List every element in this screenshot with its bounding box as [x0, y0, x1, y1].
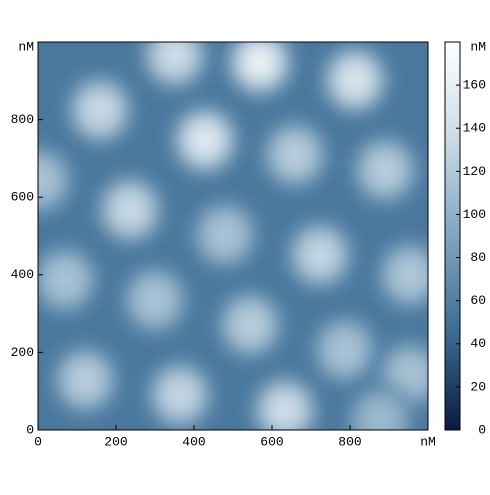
height-peak	[178, 186, 271, 283]
colorbar-tick-label: 80	[470, 250, 486, 265]
height-peak	[364, 227, 428, 324]
colorbar-tick-label: 60	[470, 293, 486, 308]
height-peak	[54, 61, 147, 158]
height-peak	[204, 276, 297, 373]
colorbar-tick-label: 140	[463, 121, 486, 136]
height-peak	[84, 162, 177, 259]
height-peak	[128, 42, 221, 104]
y-tick-label: nM	[18, 39, 34, 54]
height-peak	[38, 231, 111, 328]
image-area	[38, 42, 428, 430]
height-peak	[309, 42, 402, 129]
height-peak	[339, 122, 428, 219]
colorbar-tick-label: 100	[463, 207, 486, 222]
x-tick-label: 800	[338, 434, 361, 449]
height-peak	[39, 331, 132, 428]
height-peak	[158, 92, 251, 189]
x-tick-label: 600	[260, 434, 283, 449]
y-tick-label: 200	[11, 345, 34, 360]
height-peak	[38, 132, 86, 229]
colorbar-tick-label: 120	[463, 164, 486, 179]
y-tick-label: 800	[11, 112, 34, 127]
plot-frame	[37, 41, 429, 431]
x-tick-label: 400	[182, 434, 205, 449]
x-tick-label: 0	[34, 434, 42, 449]
height-peak	[133, 347, 226, 430]
x-tick-label: nM	[420, 434, 436, 449]
height-peak	[249, 106, 342, 203]
x-tick-label: 200	[104, 434, 127, 449]
height-peak	[109, 252, 201, 349]
height-peak	[213, 42, 306, 111]
y-tick-label: 400	[11, 267, 34, 282]
height-peak	[238, 362, 331, 430]
colorbar-tick-label: 20	[470, 379, 486, 394]
y-tick-label: 600	[11, 190, 34, 205]
colorbar-tick-label: 0	[478, 422, 486, 437]
height-peak	[334, 371, 427, 430]
colorbar-tick-label: 40	[470, 336, 486, 351]
y-tick-label: 0	[26, 422, 34, 437]
colorbar-tick-label: 160	[463, 78, 486, 93]
colorbar-tick-label: nM	[470, 39, 486, 54]
colorbar	[444, 41, 461, 431]
height-peak	[273, 207, 366, 304]
